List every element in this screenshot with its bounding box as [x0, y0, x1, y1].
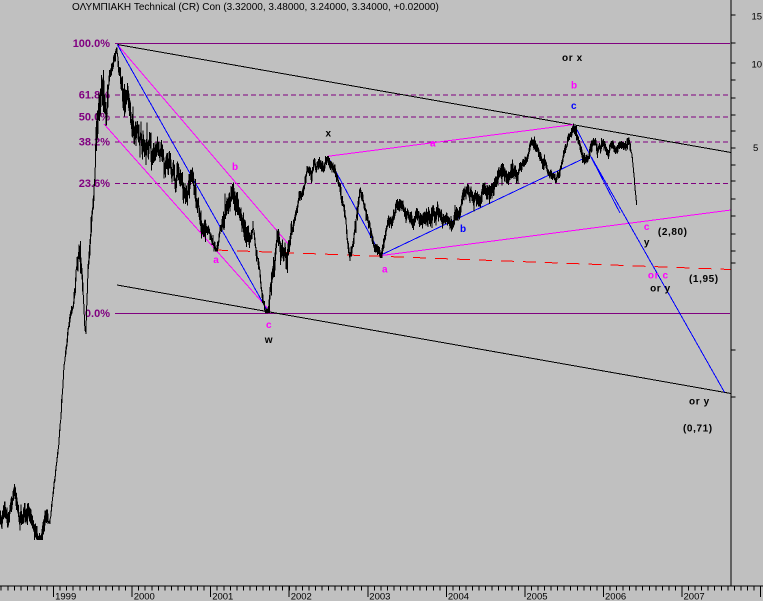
- svg-text:2006: 2006: [605, 592, 626, 601]
- svg-text:(2,80): (2,80): [658, 227, 688, 238]
- svg-text:w: w: [264, 335, 273, 346]
- svg-text:50.0%: 50.0%: [79, 112, 110, 124]
- svg-text:a: a: [382, 265, 388, 276]
- svg-text:1999: 1999: [55, 592, 76, 601]
- svg-text:ΟΛΥΜΠΙΑΚΗ Technical (CR) Con (: ΟΛΥΜΠΙΑΚΗ Technical (CR) Con (3.32000, 3…: [72, 2, 439, 13]
- svg-text:b: b: [571, 81, 578, 92]
- svg-text:a: a: [213, 255, 219, 266]
- svg-text:(0,71): (0,71): [683, 424, 713, 435]
- svg-text:x: x: [326, 129, 332, 140]
- svg-text:2007: 2007: [684, 592, 705, 601]
- svg-text:2004: 2004: [448, 592, 469, 601]
- svg-text:2001: 2001: [212, 592, 233, 601]
- svg-text:c: c: [644, 222, 650, 233]
- svg-text:0.0%: 0.0%: [85, 308, 110, 320]
- svg-text:y: y: [644, 238, 650, 249]
- svg-text:b: b: [232, 162, 239, 173]
- svg-text:15: 15: [752, 12, 763, 23]
- svg-text:38.2%: 38.2%: [79, 137, 110, 149]
- svg-text:b: b: [460, 224, 467, 235]
- svg-text:5: 5: [753, 143, 758, 154]
- svg-text:2000: 2000: [134, 592, 155, 601]
- svg-text:or x: or x: [562, 53, 583, 64]
- svg-text:2003: 2003: [369, 592, 390, 601]
- svg-text:2002: 2002: [291, 592, 312, 601]
- svg-text:10: 10: [752, 60, 763, 71]
- svg-text:or y: or y: [689, 397, 710, 408]
- svg-text:a: a: [430, 139, 436, 150]
- svg-text:100.0%: 100.0%: [73, 38, 111, 50]
- svg-text:(1,95): (1,95): [689, 274, 719, 285]
- svg-text:c: c: [266, 320, 272, 331]
- svg-text:or c: or c: [648, 271, 669, 282]
- svg-text:or y: or y: [650, 284, 671, 295]
- svg-text:2005: 2005: [526, 592, 547, 601]
- svg-text:c: c: [571, 101, 577, 112]
